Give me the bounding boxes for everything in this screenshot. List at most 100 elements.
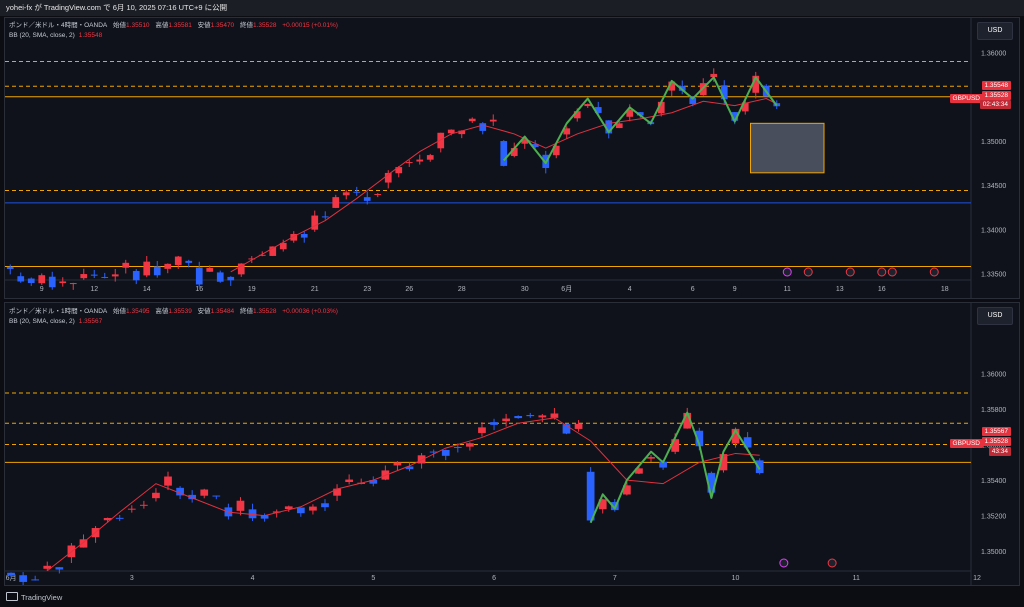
- candle-body: [80, 274, 88, 279]
- y-tick-label: 1.35600: [981, 443, 1006, 450]
- candle-body: [447, 129, 455, 134]
- candle-body: [531, 144, 539, 148]
- candle-body: [490, 422, 498, 425]
- candle-body: [79, 539, 88, 548]
- candle-body: [500, 141, 508, 166]
- candle-body: [719, 454, 728, 471]
- publish-header: yohei-fx が TradingView.com で 6月 10, 2025…: [0, 0, 1024, 16]
- candle-body: [426, 155, 434, 160]
- candle-body: [468, 118, 476, 122]
- bb-mid-line: [230, 98, 777, 273]
- candle-body: [405, 162, 413, 164]
- candle-body: [741, 102, 749, 112]
- countdown-tag: 43:34: [988, 447, 1011, 456]
- x-tick-label: 4: [251, 575, 255, 582]
- candle-body: [416, 159, 424, 162]
- x-tick-label: 26: [405, 286, 413, 293]
- legend-ohlc-1h: ポンド／米ドル・1時間・OANDA 始値1.35495 高値1.35539 安値…: [9, 308, 338, 315]
- candle-body: [206, 267, 214, 272]
- candle-body: [38, 275, 46, 284]
- candle-body: [6, 266, 14, 270]
- x-tick-label: 6: [492, 575, 496, 582]
- candle-body: [514, 416, 523, 419]
- candle-body: [369, 479, 378, 484]
- x-tick-label: 11: [853, 575, 860, 582]
- candle-body: [227, 276, 235, 281]
- candle-body: [176, 487, 184, 496]
- x-tick-label: 21: [311, 286, 319, 293]
- x-tick-label: 18: [941, 286, 949, 293]
- candle-body: [573, 111, 581, 119]
- candle-body: [657, 101, 665, 114]
- x-tick-label: 6月: [6, 574, 17, 582]
- candle-body: [538, 415, 547, 418]
- y-tick-label: 1.33500: [981, 272, 1006, 279]
- candle-body: [103, 517, 112, 521]
- x-tick-label: 30: [521, 286, 529, 293]
- candle-body: [164, 476, 172, 486]
- candle-body: [584, 104, 592, 107]
- chart-panel-4h[interactable]: 1.360001.355001.350001.345001.340001.335…: [4, 17, 1020, 299]
- chart-panel-1h[interactable]: 1.36000 1.35800 1.35600 1.35400 1.35200 1.350…: [4, 302, 1020, 586]
- y-tick-label: 1.35000: [981, 549, 1006, 556]
- candle-body: [384, 172, 392, 183]
- legend-ohlc-4h: ポンド／米ドル・4時間・OANDA 始値1.35510 高値1.35581 安値…: [9, 22, 338, 29]
- x-tick-label: 4: [628, 286, 632, 293]
- candle-body: [248, 509, 257, 519]
- candle-body: [458, 130, 466, 135]
- x-tick-label: 16: [195, 286, 203, 293]
- candle-body: [743, 437, 752, 448]
- candle-body: [647, 457, 655, 459]
- symbol-tag: GBPUSD: [949, 439, 983, 448]
- candle-body: [345, 479, 354, 483]
- candle-body: [671, 439, 680, 452]
- last-price-tag: 1.35528: [981, 437, 1011, 446]
- y-tick-label: 1.35000: [981, 139, 1006, 146]
- candle-body: [453, 446, 462, 448]
- candle-body: [552, 145, 560, 156]
- candle-body: [417, 455, 426, 464]
- candle-body: [622, 485, 631, 495]
- candle-body: [31, 579, 40, 581]
- candle-body: [695, 430, 704, 447]
- candle-body: [332, 197, 340, 208]
- currency-button[interactable]: USD: [977, 22, 1013, 40]
- candle-body: [636, 112, 644, 116]
- x-tick-label: 12: [973, 575, 981, 582]
- symbol-tag: GBPUSD: [949, 94, 983, 103]
- candle-body: [188, 494, 197, 500]
- candle-body: [731, 428, 740, 444]
- economic-event-icon: [779, 558, 789, 568]
- candle-body: [563, 128, 571, 135]
- candle-body: [212, 495, 221, 497]
- x-tick-label: 5: [371, 575, 375, 582]
- candle-body: [635, 468, 643, 474]
- candle-body: [479, 123, 487, 131]
- candle-body: [153, 266, 161, 276]
- candle-body: [550, 413, 559, 418]
- candle-body: [668, 81, 676, 91]
- legend-bb-4h: BB (20, SMA, close, 2) 1.35548: [9, 32, 103, 39]
- x-tick-label: 6: [691, 286, 695, 293]
- candle-body: [174, 256, 182, 266]
- candle-body: [59, 281, 67, 284]
- x-tick-label: 28: [458, 286, 466, 293]
- tradingview-logo-icon: [6, 592, 18, 601]
- candle-body: [111, 274, 119, 277]
- candle-body: [405, 466, 414, 470]
- chart-canvas-4h[interactable]: 1.360001.355001.350001.345001.340001.335…: [5, 18, 1019, 298]
- candle-body: [342, 192, 350, 196]
- candle-body: [510, 148, 518, 156]
- candle-body: [478, 427, 486, 433]
- candle-body: [586, 471, 595, 521]
- chart-canvas-1h[interactable]: 1.36000 1.35800 1.35600 1.35400 1.35200 1.350…: [5, 303, 1019, 585]
- economic-event-icon: [929, 267, 939, 277]
- currency-button[interactable]: USD: [977, 307, 1013, 325]
- x-tick-label: 10: [732, 575, 740, 582]
- candle-body: [731, 112, 739, 121]
- candle-body: [69, 283, 77, 285]
- x-tick-label: 19: [248, 286, 256, 293]
- candle-body: [55, 567, 64, 570]
- candle-body: [269, 246, 277, 256]
- x-tick-label: 14: [143, 286, 151, 293]
